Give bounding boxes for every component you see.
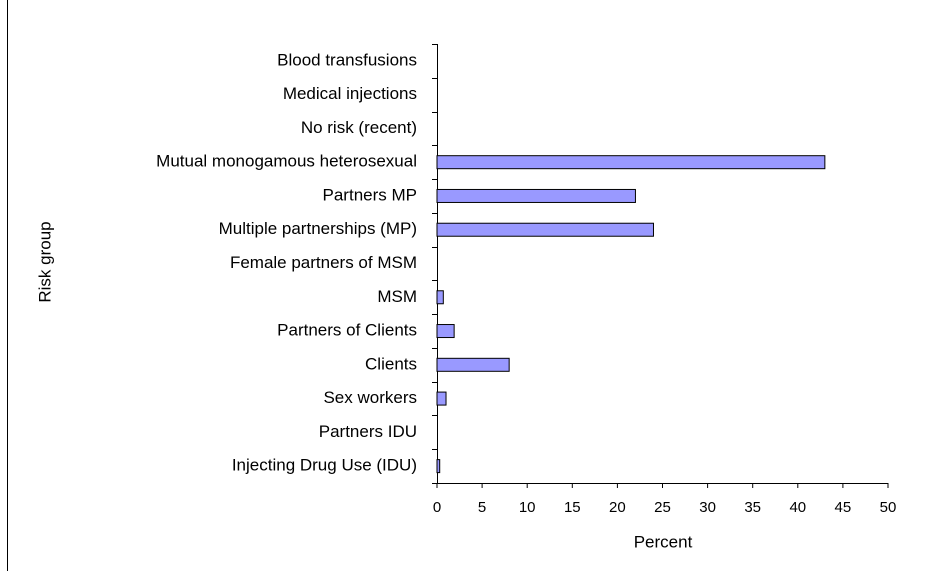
y-tick-label: Partners MP (323, 185, 417, 204)
y-axis-label: Risk group (35, 221, 54, 302)
x-tick-label: 30 (699, 499, 716, 516)
y-tick-label: Female partners of MSM (230, 253, 417, 272)
y-tick-label: No risk (recent) (301, 118, 417, 137)
x-tick-label: 0 (433, 499, 441, 516)
bar (436, 290, 444, 305)
y-tick-label: Partners of Clients (277, 321, 417, 340)
x-axis-label: Percent (634, 532, 693, 551)
y-tick-label: Sex workers (323, 388, 417, 407)
y-tick-label: Partners IDU (319, 422, 417, 441)
x-tick-label: 40 (789, 499, 806, 516)
y-tick-label: Injecting Drug Use (IDU) (232, 456, 417, 475)
x-tick-label: 25 (654, 499, 671, 516)
x-tick-label: 10 (519, 499, 536, 516)
x-tick-label: 5 (478, 499, 486, 516)
bar (436, 459, 441, 474)
y-tick-label: Blood transfusions (277, 50, 417, 69)
bar (436, 222, 654, 237)
x-tick-label: 15 (564, 499, 581, 516)
x-tick-label: 50 (880, 499, 897, 516)
y-tick-label: Clients (365, 354, 417, 373)
x-tick-label: 45 (835, 499, 852, 516)
y-tick-label: Multiple partnerships (MP) (219, 219, 417, 238)
bar (436, 324, 455, 339)
bar (436, 357, 510, 372)
y-tick-label: MSM (377, 287, 417, 306)
x-tick-label: 35 (744, 499, 761, 516)
y-tick-label: Medical injections (283, 84, 417, 103)
bar (436, 188, 636, 203)
bar (436, 155, 826, 170)
x-tick-label: 20 (609, 499, 626, 516)
bar (436, 391, 447, 406)
y-tick-label: Mutual monogamous heterosexual (156, 152, 417, 171)
